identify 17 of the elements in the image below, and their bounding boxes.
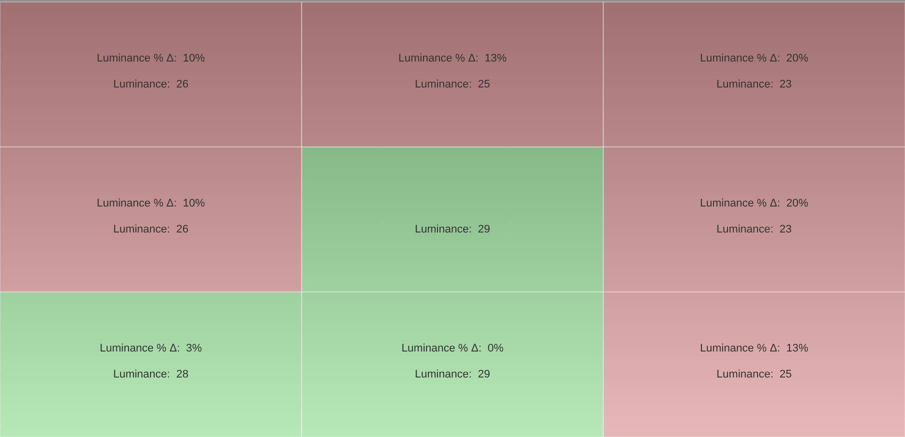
data-label: Luminance: 28 (113, 368, 188, 380)
annotation: Luminance % Δ: 20% (700, 52, 808, 64)
data-label: Luminance: 25 (716, 368, 792, 380)
annotation: Luminance % Δ: 13% (398, 52, 507, 64)
data-label: Luminance: 25 (414, 78, 490, 90)
annotation: Luminance % Δ: 10% (96, 198, 206, 210)
data-label: Luminance: 26 (113, 78, 188, 90)
data-label: Luminance: 26 (113, 224, 188, 236)
data-label: Luminance: 23 (716, 224, 792, 236)
annotation: Luminance % Δ: 0% (401, 342, 504, 354)
annotation: Luminance % Δ: 13% (700, 342, 808, 354)
data-label: Luminance: 29 (414, 368, 490, 380)
data-label: Luminance: 29 (414, 224, 490, 236)
annotation: Luminance % Δ: 10% (96, 52, 206, 64)
annotation: Luminance % Δ: 3% (100, 342, 202, 354)
annotation: Luminance % Δ: 20% (700, 198, 808, 210)
data-label: Luminance: 23 (716, 78, 792, 90)
